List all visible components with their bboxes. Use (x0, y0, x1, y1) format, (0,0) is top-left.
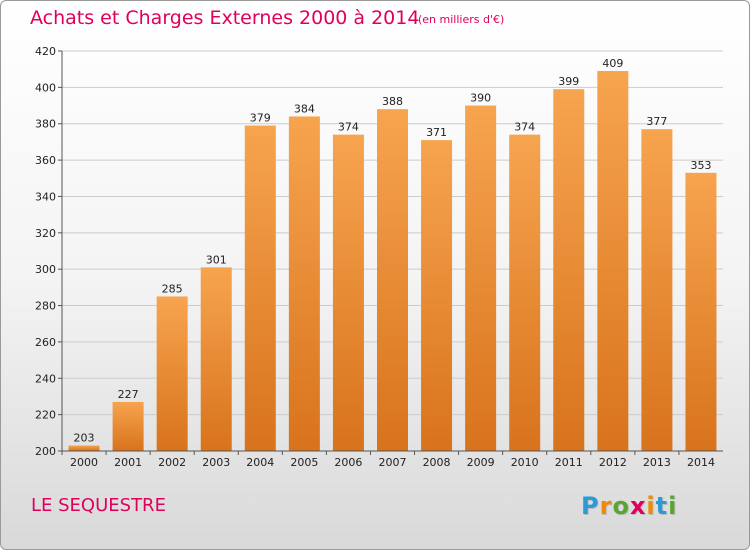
x-tick-label: 2011 (555, 456, 583, 469)
y-tick-label: 360 (35, 154, 56, 167)
x-tick-label: 2010 (511, 456, 539, 469)
logo-letter: P (581, 492, 600, 520)
x-tick-label: 2009 (467, 456, 495, 469)
bar-value-label: 390 (470, 92, 491, 105)
bar-2005 (288, 116, 320, 452)
y-tick-label: 300 (35, 263, 56, 276)
chart-title: Achats et Charges Externes 2000 à 2014 (30, 7, 420, 29)
bar-2006 (332, 134, 364, 452)
bar-value-label: 388 (382, 95, 403, 108)
bar-2002 (156, 296, 188, 451)
bar-2000 (68, 445, 100, 451)
bar-2007 (377, 109, 408, 451)
x-tick-label: 2008 (423, 456, 451, 469)
x-tick-label: 2007 (379, 456, 407, 469)
bar-value-label: 374 (338, 121, 359, 134)
chart-subtitle: (en milliers d'€) (418, 13, 505, 26)
bar-value-label: 377 (646, 115, 667, 128)
bars: 203 227 285 301 379 384 374 388 371 390 374 399 409 3… (68, 57, 717, 452)
y-tick-label: 320 (35, 227, 56, 240)
bar-2013 (641, 129, 673, 451)
bar-value-label: 285 (162, 282, 183, 295)
logo-letter: i (668, 492, 678, 520)
bar-value-label: 371 (426, 126, 447, 139)
logo-letter: i (646, 492, 656, 520)
bar-2009 (465, 105, 497, 451)
bar-2008 (421, 140, 453, 451)
y-tick-label: 200 (35, 445, 56, 458)
y-tick-label: 240 (35, 372, 56, 385)
bar-value-label: 374 (514, 121, 535, 134)
x-tick-label: 2013 (643, 456, 671, 469)
bar-2011 (553, 89, 585, 451)
x-tick-label: 2001 (114, 456, 142, 469)
y-tick-label: 220 (35, 409, 56, 422)
y-tick-label: 400 (35, 81, 56, 94)
bar-value-label: 203 (74, 432, 95, 445)
x-tick-label: 2005 (290, 456, 318, 469)
x-tick-label: 2014 (687, 456, 715, 469)
proxiti-logo: Proxiti (581, 492, 677, 520)
bar-value-label: 227 (118, 388, 139, 401)
x-tick-label: 2004 (246, 456, 274, 469)
axes: 200 220 240 260 280 300 320 340 360 380 400 420 2000… (35, 45, 723, 469)
x-tick-label: 2006 (334, 456, 362, 469)
bar-2001 (112, 401, 144, 451)
bar-2004 (244, 125, 276, 451)
logo-letter: x (629, 492, 647, 520)
commune-name: LE SEQUESTRE (31, 495, 166, 516)
y-tick-label: 280 (35, 300, 56, 313)
bar-value-label: 384 (294, 102, 315, 115)
bar-value-label: 353 (690, 159, 711, 172)
bar-2012 (597, 71, 629, 451)
y-tick-label: 340 (35, 190, 56, 203)
logo-letter: t (655, 492, 669, 520)
logo-letter: o (612, 492, 630, 520)
x-tick-label: 2012 (599, 456, 627, 469)
bar-value-label: 379 (250, 112, 271, 125)
bar-value-label: 399 (558, 75, 579, 88)
bar-2003 (200, 267, 232, 451)
bar-value-label: 301 (206, 253, 227, 266)
bar-2010 (509, 134, 541, 452)
bar-2014 (685, 172, 717, 451)
x-tick-label: 2000 (70, 456, 98, 469)
x-tick-label: 2002 (158, 456, 186, 469)
y-tick-label: 420 (35, 45, 56, 58)
y-tick-label: 260 (35, 336, 56, 349)
x-tick-label: 2003 (202, 456, 230, 469)
logo-letter: r (599, 492, 613, 520)
bar-value-label: 409 (602, 57, 623, 70)
y-tick-label: 380 (35, 118, 56, 131)
